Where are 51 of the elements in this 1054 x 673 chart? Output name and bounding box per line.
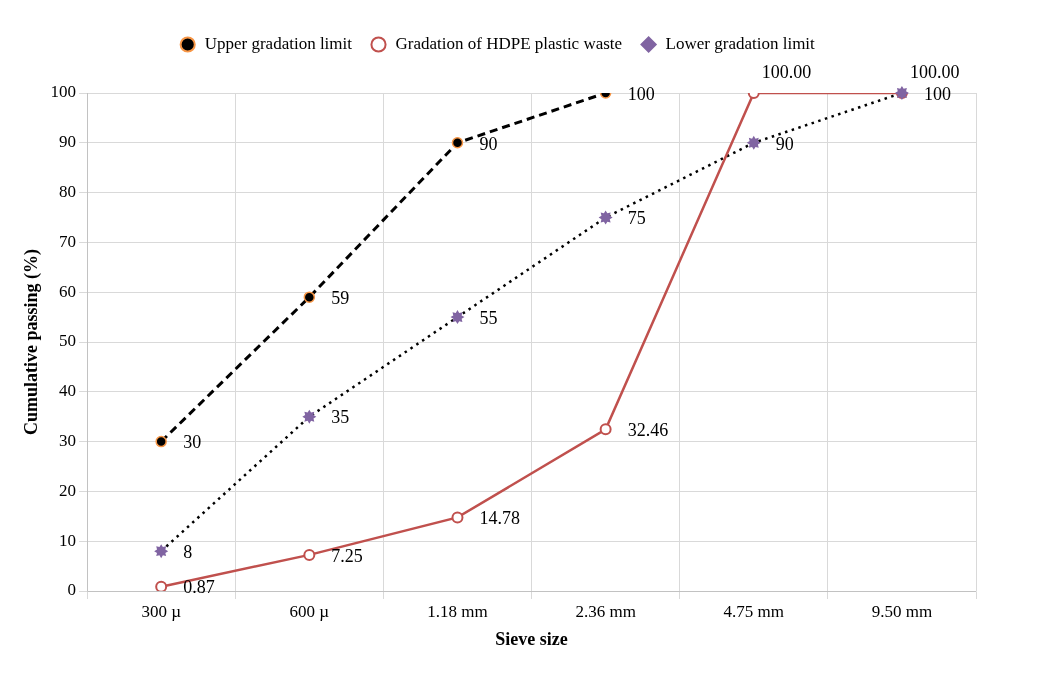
- point: [450, 310, 465, 325]
- y-tick-label: 80: [59, 182, 77, 202]
- y-tick-label: 10: [59, 530, 77, 550]
- y-tick-label: 70: [59, 231, 77, 251]
- x-axis-title: Sieve size: [495, 628, 568, 649]
- y-tick-label: 100: [50, 82, 77, 102]
- y-tick-label: 50: [59, 331, 77, 351]
- x-tick-label: 9.50 mm: [871, 601, 933, 621]
- y-tick-label: 30: [59, 431, 77, 451]
- x-tick-label: 300 µ: [141, 601, 182, 621]
- data-label: 90: [479, 133, 498, 154]
- data-label: 8: [183, 541, 193, 562]
- legend-label: Gradation of HDPE plastic waste: [395, 33, 623, 53]
- point: [155, 435, 167, 448]
- point: [451, 137, 464, 149]
- y-axis-title: Cumulative passing (%): [21, 248, 43, 436]
- data-label: 55: [479, 307, 498, 328]
- point: [894, 86, 909, 100]
- data-label: 90: [775, 133, 794, 154]
- y-tick-label: 40: [59, 381, 77, 401]
- data-label: 30: [183, 432, 202, 453]
- data-label: 35: [331, 407, 350, 428]
- data-label: 100.00: [909, 61, 960, 82]
- point: [598, 210, 613, 225]
- x-tick-label: 2.36 mm: [575, 601, 636, 621]
- point: [154, 544, 169, 559]
- point: [303, 291, 316, 303]
- y-tick-label: 90: [59, 132, 77, 152]
- x-tick-label: 1.18 mm: [427, 601, 488, 621]
- point: [303, 548, 316, 561]
- y-tick-label: 60: [59, 281, 77, 301]
- y-tick-label: 20: [59, 480, 77, 500]
- x-tick-label: 600 µ: [289, 601, 330, 621]
- data-label: 59: [331, 287, 350, 308]
- y-tick-label: 0: [67, 580, 77, 600]
- point: [155, 580, 168, 591]
- point: [746, 135, 761, 150]
- point: [302, 409, 317, 424]
- data-label: 75: [627, 208, 646, 229]
- legend-label: Lower gradation limit: [665, 33, 816, 53]
- x-tick-label: 4.75 mm: [723, 601, 784, 621]
- data-label: 14.78: [479, 508, 520, 529]
- data-label: 32.46: [627, 420, 669, 441]
- point: [451, 511, 464, 524]
- point: [599, 423, 612, 436]
- data-label: 100: [923, 83, 951, 104]
- data-label: 100.00: [761, 61, 812, 82]
- data-label: 0.87: [183, 577, 215, 598]
- data-label: 100: [627, 83, 655, 104]
- legend-label: Upper gradation limit: [204, 33, 353, 53]
- data-label: 7.25: [331, 545, 363, 566]
